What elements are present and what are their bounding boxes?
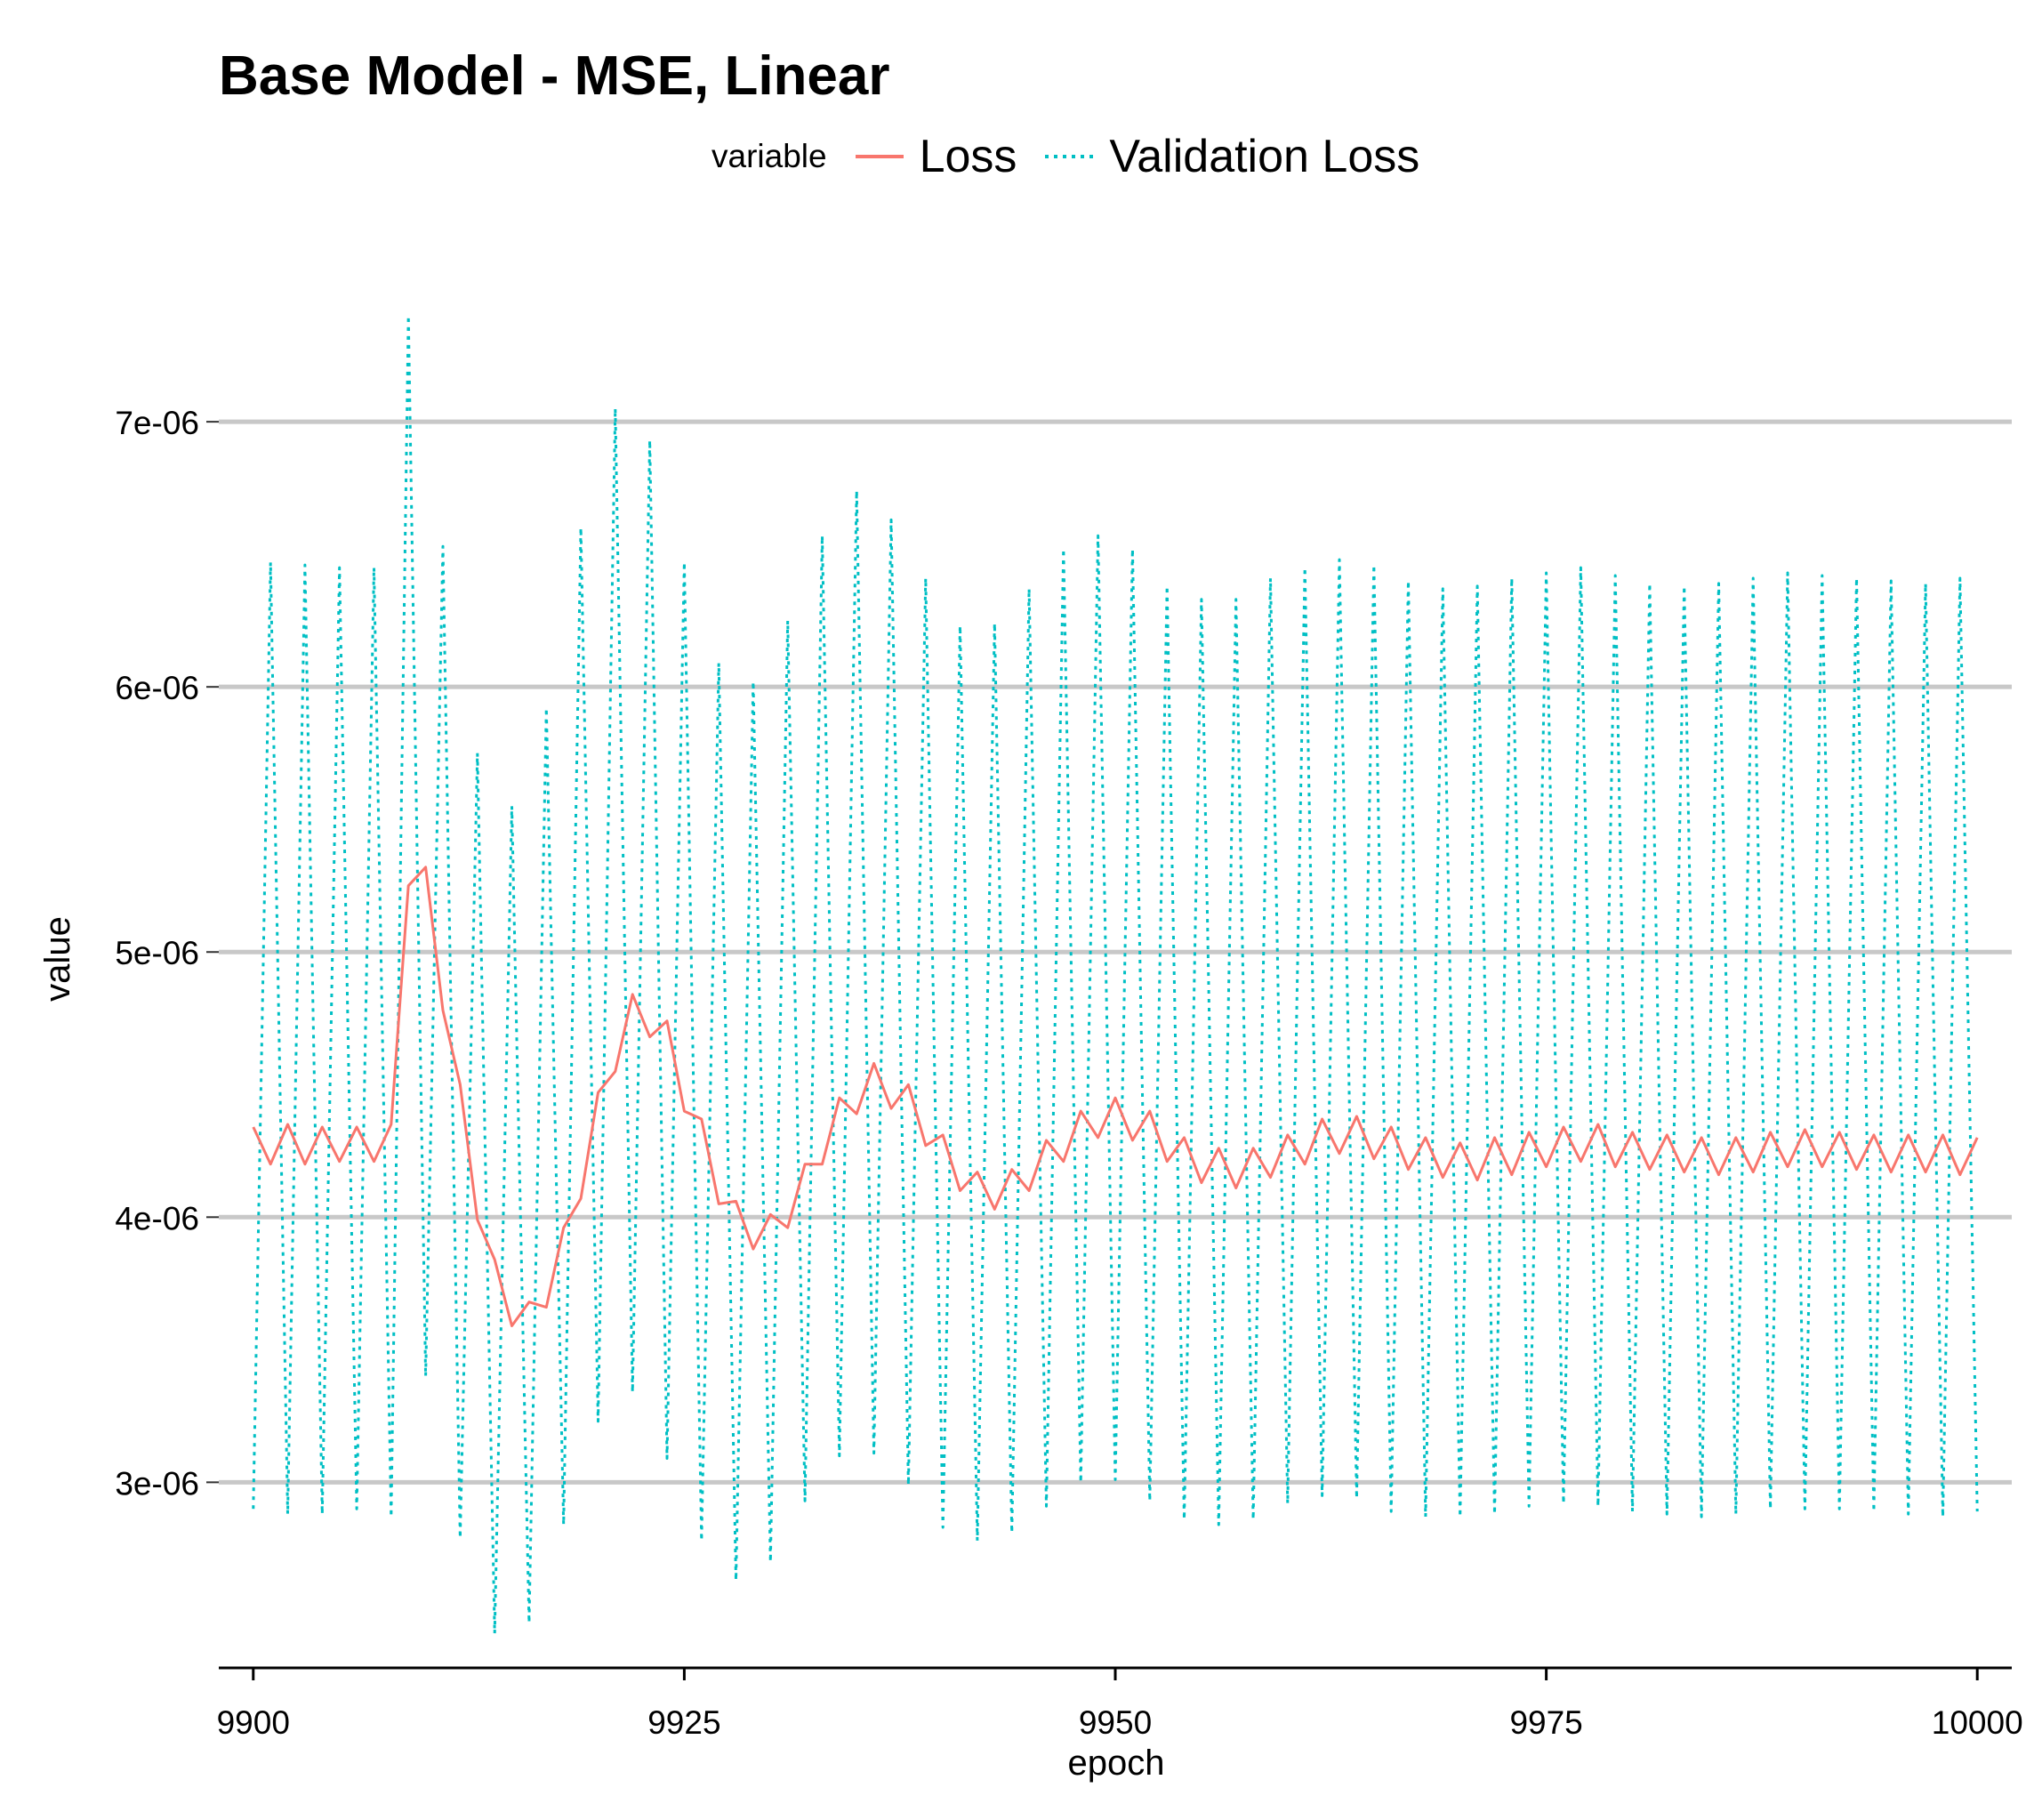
legend-label-validation-loss: Validation Loss [1109,131,1420,182]
legend-label-loss: Loss [919,131,1017,182]
y-tick-label: 3e-06 [115,1465,199,1502]
x-tick-label: 9975 [1509,1704,1582,1741]
y-tick-label: 5e-06 [115,935,199,971]
x-tick-label: 9900 [217,1704,290,1741]
legend-title: variable [711,138,827,174]
legend-key-loss [855,155,904,158]
axes: 3e-06 4e-06 5e-06 6e-06 7e-06 9900 9925 9950 997… [115,405,2022,1741]
legend-item-loss: Loss [854,130,1017,183]
chart-title: Base Model - MSE, Linear [219,45,890,107]
gridlines [219,419,2012,1485]
series-lines [252,314,1979,1635]
y-tick-label: 4e-06 [115,1200,199,1236]
x-axis-title: epoch [1068,1743,1165,1783]
x-tick-label: 9925 [647,1704,720,1741]
legend: variable Loss Validation Loss [711,130,1446,183]
series-line-loss [252,866,1979,1327]
y-tick-label: 7e-06 [115,405,199,441]
y-tick-label: 6e-06 [115,670,199,706]
x-tick-label: 9950 [1079,1704,1152,1741]
x-tick-label: 10000 [1932,1704,2023,1741]
legend-item-validation-loss: Validation Loss [1043,130,1419,183]
y-axis-title: value [38,916,77,1002]
series-line-validation-loss [252,314,1979,1635]
